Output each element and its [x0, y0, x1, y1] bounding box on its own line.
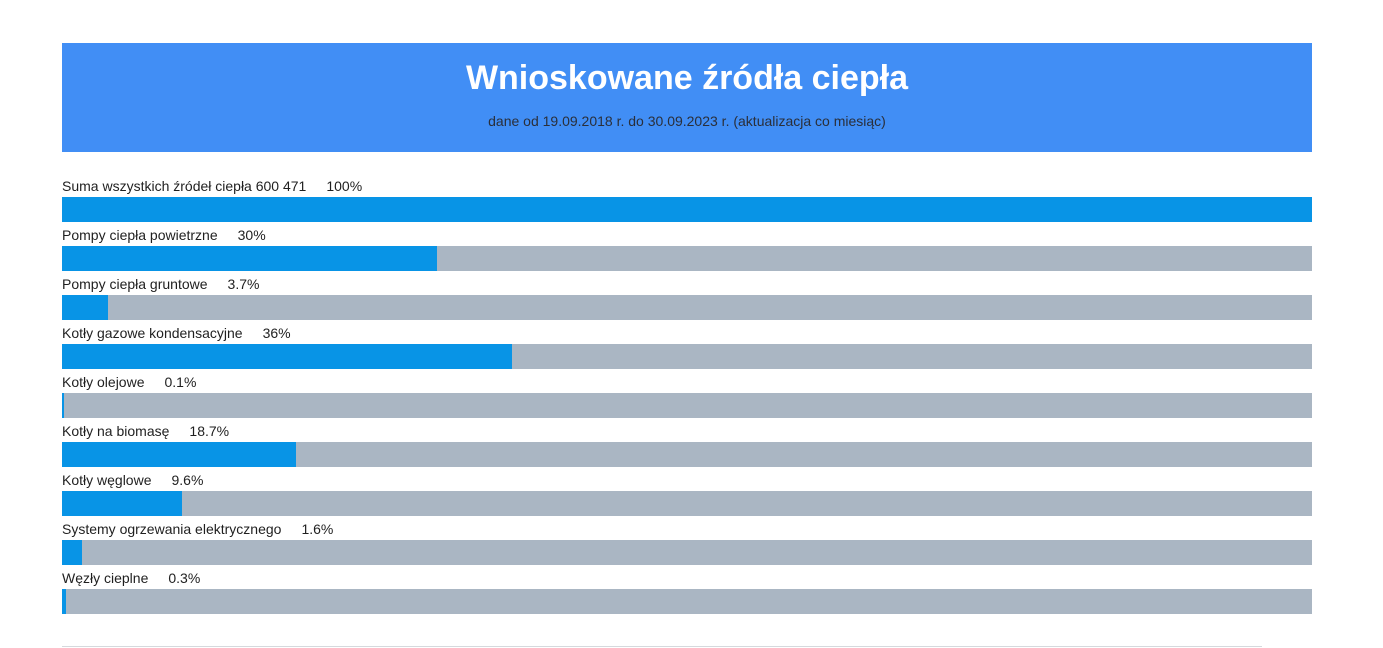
value-label: 100%: [326, 178, 363, 194]
bar-label: Kotły węglowe 9.6%: [62, 471, 203, 489]
bar: [62, 491, 182, 516]
chart-subtitle: dane od 19.09.2018 r. do 30.09.2023 r. (…: [488, 113, 886, 129]
bar-row: Systemy ogrzewania elektrycznego 1.6%: [62, 517, 1312, 566]
value-label: 1.6%: [301, 521, 334, 537]
category-label: Kotły olejowe: [62, 374, 145, 390]
value-label: 0.1%: [164, 374, 197, 390]
bar-track: [62, 246, 1312, 271]
bar-row: Kotły gazowe kondensacyjne 36%: [62, 321, 1312, 370]
category-label: Kotły węglowe: [62, 472, 152, 488]
category-label: Pompy ciepła gruntowe: [62, 276, 208, 292]
bar-chart: Suma wszystkich źródeł ciepła 600 471 100…: [62, 174, 1312, 615]
category-label: Węzły cieplne: [62, 570, 149, 586]
category-label: Systemy ogrzewania elektrycznego: [62, 521, 282, 537]
bar: [62, 442, 296, 467]
bar-label: Kotły olejowe 0.1%: [62, 373, 196, 391]
bar-row: Suma wszystkich źródeł ciepła 600 471 100…: [62, 174, 1312, 223]
bar-row: Pompy ciepła gruntowe 3.7%: [62, 272, 1312, 321]
value-label: 18.7%: [189, 423, 230, 439]
category-label: Suma wszystkich źródeł ciepła 600 471: [62, 178, 307, 194]
bar-label: Systemy ogrzewania elektrycznego 1.6%: [62, 520, 333, 538]
bar-row: Kotły na biomasę 18.7%: [62, 419, 1312, 468]
bar-track: [62, 197, 1312, 222]
bar: [62, 197, 1312, 222]
chart-title: Wnioskowane źródła ciepła: [465, 59, 909, 97]
bar-track: [62, 491, 1312, 516]
bar: [62, 295, 109, 320]
bar-row: Kotły węglowe 9.6%: [62, 468, 1312, 517]
bar-track: [62, 589, 1312, 614]
bar-label: Kotły na biomasę 18.7%: [62, 422, 229, 440]
bar-track: [62, 393, 1312, 418]
bar-row: Węzły cieplne 0.3%: [62, 566, 1312, 615]
bar-track: [62, 442, 1312, 467]
value-label: 9.6%: [171, 472, 204, 488]
value-label: 0.3%: [168, 570, 201, 586]
bar-label: Kotły gazowe kondensacyjne 36%: [62, 324, 291, 342]
bar-row: Pompy ciepła powietrzne 30%: [62, 223, 1312, 272]
chart-header: Wnioskowane źródła ciepła dane od 19.09.…: [62, 43, 1312, 152]
bar-track: [62, 295, 1312, 320]
category-label: Kotły na biomasę: [62, 423, 170, 439]
value-label: 36%: [262, 325, 291, 341]
bar: [62, 589, 66, 614]
bottom-divider: [62, 646, 1262, 647]
value-label: 30%: [237, 227, 266, 243]
bar-track: [62, 540, 1312, 565]
value-label: 3.7%: [227, 276, 260, 292]
bar-label: Suma wszystkich źródeł ciepła 600 471 100…: [62, 177, 362, 195]
category-label: Kotły gazowe kondensacyjne: [62, 325, 243, 341]
bar: [62, 246, 437, 271]
category-label: Pompy ciepła powietrzne: [62, 227, 218, 243]
bar-row: Kotły olejowe 0.1%: [62, 370, 1312, 419]
bar-label: Pompy ciepła gruntowe 3.7%: [62, 275, 259, 293]
bar-track: [62, 344, 1312, 369]
bar-label: Pompy ciepła powietrzne 30%: [62, 226, 266, 244]
bar: [62, 540, 82, 565]
bar: [62, 344, 512, 369]
bar-label: Węzły cieplne 0.3%: [62, 569, 200, 587]
bar: [62, 393, 64, 418]
